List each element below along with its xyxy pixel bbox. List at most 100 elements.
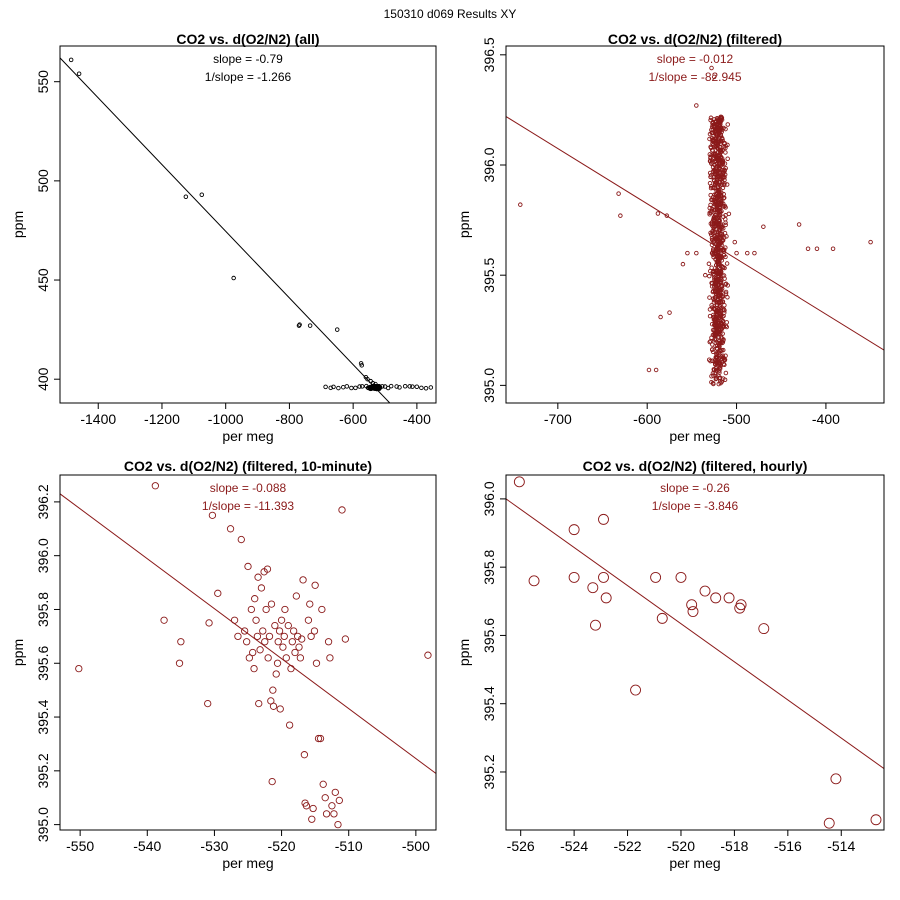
data-point [252, 616, 260, 624]
data-point [341, 384, 346, 390]
data-point [713, 355, 718, 360]
data-point [336, 385, 341, 391]
data-point [745, 250, 750, 256]
data-point [723, 592, 735, 604]
x-tick-label: -400 [812, 411, 840, 427]
data-point [717, 341, 723, 346]
data-point [712, 277, 717, 282]
data-points [75, 482, 432, 829]
data-point [528, 575, 540, 587]
data-point [306, 600, 314, 608]
x-tick-label: -550 [66, 838, 94, 854]
data-point [377, 385, 383, 390]
inverse-slope-annotation: 1/slope = -11.393 [202, 499, 295, 513]
data-point [823, 817, 835, 829]
x-tick-label: -1000 [208, 411, 244, 427]
data-point [805, 246, 811, 251]
data-point [726, 211, 732, 217]
data-point [708, 115, 714, 121]
x-tick-label: -526 [507, 838, 535, 854]
data-point [590, 619, 601, 631]
y-tick-label: 396.5 [481, 37, 497, 72]
data-point [722, 230, 728, 236]
data-point [234, 632, 242, 641]
data-point [287, 664, 295, 673]
x-tick-label: -520 [667, 838, 695, 854]
data-point [710, 332, 716, 338]
data-point [722, 362, 727, 368]
data-point [714, 322, 719, 327]
data-point [722, 203, 728, 209]
data-point [796, 222, 802, 227]
data-point [720, 161, 725, 166]
data-point [718, 149, 724, 155]
data-point [323, 384, 328, 390]
data-point [814, 246, 820, 251]
data-point [183, 194, 189, 199]
data-point [385, 385, 391, 391]
data-point [205, 619, 213, 627]
data-point [714, 359, 719, 364]
chart-title: CO2 vs. d(O2/N2) (filtered) [608, 31, 782, 47]
data-point [255, 699, 263, 708]
data-point [707, 152, 713, 157]
data-point [712, 169, 718, 174]
x-tick-label: -514 [827, 838, 855, 854]
data-point [710, 370, 716, 376]
data-point [249, 648, 257, 657]
data-point [274, 638, 282, 646]
chart-title: CO2 vs. d(O2/N2) (filtered, hourly) [583, 458, 808, 474]
data-point [276, 705, 284, 713]
data-point [720, 138, 725, 144]
chart-panel-4: CO2 vs. d(O2/N2) (filtered, hourly) -526 -… [456, 458, 885, 871]
data-point [720, 160, 725, 165]
data-points [518, 65, 873, 387]
data-point [722, 235, 727, 240]
data-point [365, 376, 370, 382]
data-point [424, 651, 432, 659]
data-point [598, 513, 609, 525]
x-tick-label: -524 [560, 838, 588, 854]
data-point [685, 250, 690, 256]
data-point [231, 275, 236, 281]
data-point [707, 339, 712, 345]
data-point [715, 121, 721, 127]
data-point [714, 203, 719, 209]
data-point [711, 215, 717, 220]
data-point [718, 334, 724, 340]
data-point [715, 251, 721, 256]
data-point [712, 295, 718, 300]
data-point [364, 383, 369, 389]
data-point [722, 357, 728, 362]
chart-panel-2: CO2 vs. d(O2/N2) (filtered) -700 -600 -500 -… [456, 31, 885, 444]
x-axis-label: per meg [222, 855, 273, 871]
data-point [251, 595, 259, 603]
data-point [711, 177, 717, 182]
data-point [359, 363, 365, 368]
data-point [68, 57, 74, 63]
data-point [285, 721, 294, 729]
data-point [335, 796, 343, 805]
x-tick-label: -500 [402, 838, 430, 854]
data-point [298, 635, 306, 643]
data-point [410, 384, 415, 389]
data-point [712, 306, 718, 312]
data-point [402, 383, 408, 389]
data-point [720, 185, 726, 191]
data-point [330, 810, 338, 818]
data-point [732, 239, 738, 245]
data-point [309, 804, 317, 813]
data-point [407, 384, 412, 389]
data-point [300, 751, 309, 759]
data-point [358, 361, 364, 366]
data-point [326, 654, 334, 662]
data-point [717, 279, 723, 285]
y-tick-label: 500 [35, 169, 51, 193]
data-point [717, 117, 723, 123]
data-point [264, 654, 272, 662]
data-point [307, 632, 315, 641]
data-point [710, 358, 715, 364]
data-point [261, 638, 269, 646]
data-point [214, 589, 222, 597]
data-point [710, 248, 716, 253]
